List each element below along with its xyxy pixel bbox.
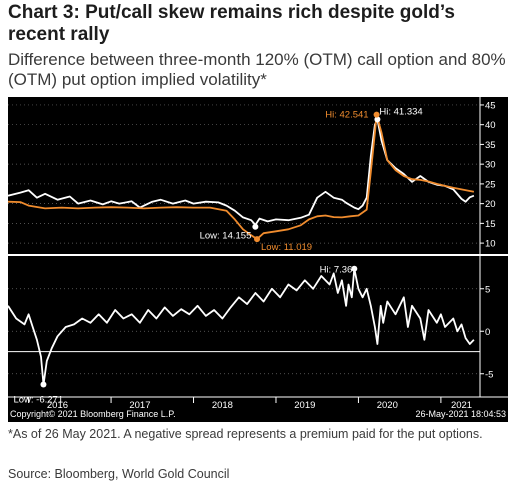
annotation-label: Hi: 42.541 [325,110,368,121]
x-tick-label: 2020 [377,400,398,411]
annotation-label: Low: 14.155 [200,231,252,242]
y-tick-label: 45 [485,100,496,111]
x-tick-label: 2018 [212,400,233,411]
y-tick-label: 25 [485,179,496,190]
annotation-marker [252,223,259,230]
annotation-marker [373,111,380,118]
annotation-marker [374,116,381,123]
chart-svg: 10 15 20 25 30 35 40 45 -5 0 5 2016 2017 2018 2019 20… [7,97,508,422]
y-tick-label: 35 [485,140,496,151]
chart-subtitle: Difference between three-month 120% (OTM… [8,50,506,89]
annotation-label: Low: -6.271 [13,395,63,406]
annotation-marker [351,265,358,272]
series-line-bottom-0 [7,267,475,386]
copyright-text: Copyright© 2021 Bloomberg Finance L.P. [10,409,176,419]
y-tick-label: 15 [485,219,496,230]
annotation-label: Hi: 41.334 [379,106,422,117]
y-tick-label: 40 [485,120,496,131]
series-line-top-1 [7,113,475,240]
x-tick-label: 2019 [294,400,315,411]
footnote: *As of 26 May 2021. A negative spread re… [8,427,483,441]
annotation-marker [254,236,261,243]
chart-background [8,97,508,422]
x-tick-label: 2017 [129,400,150,411]
y-tick-label: 20 [485,199,496,210]
source-note: Source: Bloomberg, World Gold Council [8,467,230,481]
y-tick-label: -5 [485,369,493,380]
y-tick-label: 30 [485,160,496,171]
y-tick-label: 0 [485,327,490,338]
x-tick-label: 2021 [451,400,472,411]
annotation-marker [40,381,47,388]
annotation-label: Hi: 7.36 [320,265,353,276]
annotation-label: Low: 11.019 [261,242,312,253]
x-tick-label: 2016 [47,400,68,411]
chart-title: Chart 3: Put/call skew remains rich desp… [8,2,455,45]
chart-area: 10 15 20 25 30 35 40 45 -5 0 5 2016 2017 2018 2019 20… [7,97,508,422]
y-tick-label: 10 [485,239,496,250]
y-tick-label: 5 [485,284,490,295]
timestamp-text: 26-May-2021 18:04:53 [415,409,506,419]
